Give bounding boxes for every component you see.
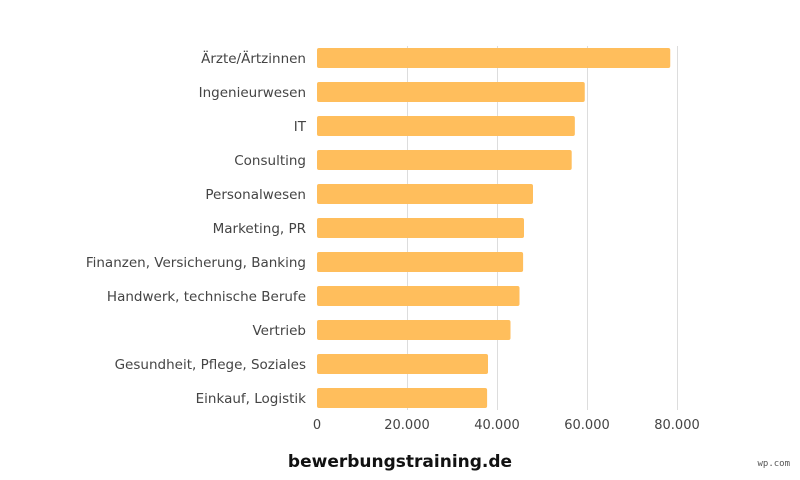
bar	[317, 48, 671, 68]
bar	[317, 150, 572, 170]
x-tick-label: 40.000	[474, 418, 520, 433]
bar	[317, 388, 488, 408]
category-label: Marketing, PR	[213, 221, 306, 237]
watermark-label: wp.com	[757, 459, 790, 469]
bar	[317, 354, 488, 374]
bar	[317, 320, 511, 340]
category-labels: Ärzte/Ärtzinnen Ingenieurwesen IT Consultin…	[86, 49, 307, 407]
category-label: Finanzen, Versicherung, Banking	[86, 255, 306, 271]
bar	[317, 116, 575, 136]
bars	[317, 48, 671, 408]
bar	[317, 184, 533, 204]
bar	[317, 218, 524, 238]
x-tick-label: 20.000	[384, 418, 430, 433]
x-tick-label: 60.000	[564, 418, 610, 433]
category-label: Einkauf, Logistik	[196, 391, 307, 407]
category-label: Handwerk, technische Berufe	[107, 289, 306, 305]
x-tick-label: 0	[313, 418, 321, 433]
bar	[317, 82, 585, 102]
category-label: Ärzte/Ärtzinnen	[201, 49, 306, 67]
category-label: Ingenieurwesen	[199, 85, 306, 101]
category-label: Consulting	[234, 153, 306, 169]
category-label: IT	[294, 119, 307, 135]
category-label: Personalwesen	[205, 187, 306, 203]
x-axis-tick-labels: 0 20.000 40.000 60.000 80.000	[313, 418, 700, 433]
bar	[317, 286, 520, 306]
source-label: bewerbungstraining.de	[287, 452, 513, 472]
x-tick-label: 80.000	[654, 418, 700, 433]
category-label: Gesundheit, Pflege, Soziales	[115, 357, 306, 373]
category-label: Vertrieb	[252, 323, 306, 339]
bar	[317, 252, 524, 272]
